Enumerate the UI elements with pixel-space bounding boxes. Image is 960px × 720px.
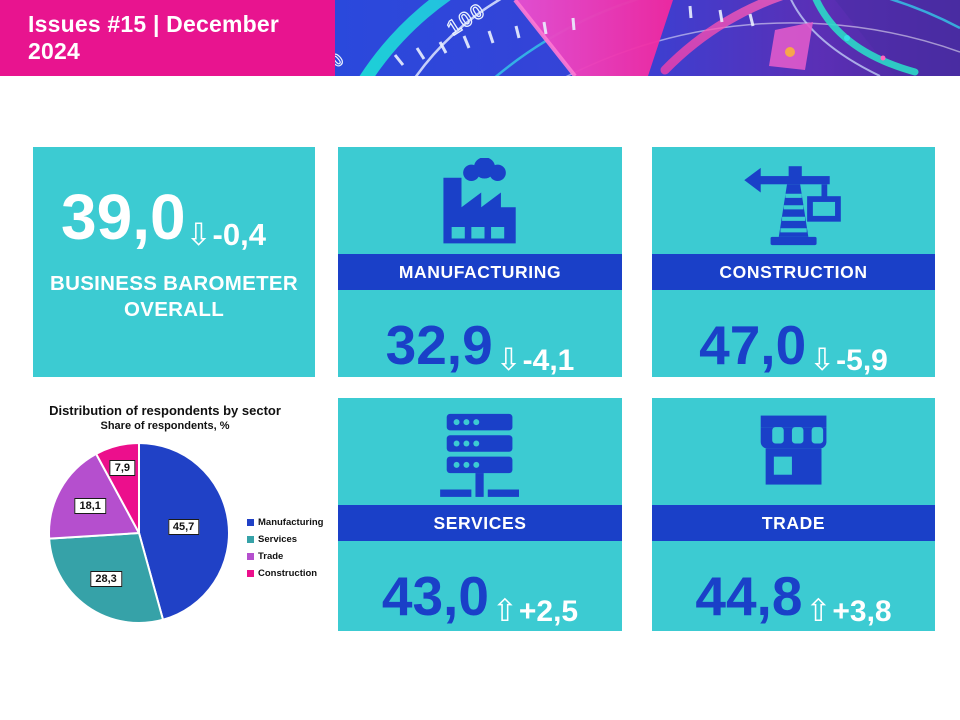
- services-icon-zone: [338, 398, 622, 505]
- server-icon: [440, 413, 520, 497]
- up-arrow-icon: ⇧: [491, 593, 518, 630]
- pink-ribbon-shape: [769, 22, 813, 70]
- pie-slice-trade: [48, 452, 140, 540]
- gauge-lower-cyan-arc: [494, 0, 960, 76]
- legend-swatch: [247, 570, 254, 577]
- gauge-pink-arc: [660, 0, 784, 75]
- issue-title: Issues #15 | December 2024: [28, 11, 280, 64]
- overall-label-line1: BUSINESS BAROMETER: [49, 272, 298, 295]
- trade-title: TRADE: [761, 512, 826, 533]
- construction-icon-zone: [652, 147, 935, 254]
- trade-change-group: ⇧ +3,8: [805, 593, 892, 630]
- construction-band: CONSTRUCTION: [652, 254, 935, 290]
- services-band: SERVICES: [338, 505, 622, 541]
- pie-chart-area: 45,7 28,3 18,1 7,9: [44, 438, 234, 628]
- up-arrow-icon: ⇧: [805, 593, 832, 630]
- legend-item-trade: Trade: [247, 551, 323, 562]
- trade-value-row: 44,8 ⇧ +3,8: [652, 541, 935, 631]
- pie-value-label-trade: 18,1: [74, 497, 106, 514]
- orange-dot: [785, 47, 795, 57]
- pink-dot: [880, 55, 886, 61]
- overall-label: BUSINESS BAROMETER OVERALL: [33, 271, 315, 322]
- services-value: 43,0: [381, 564, 489, 627]
- gauge-banner-art: 100 0: [335, 0, 960, 76]
- legend-swatch: [247, 553, 254, 560]
- gauge-needle-wedge: [515, 0, 673, 76]
- down-arrow-icon: ⇩: [495, 342, 522, 379]
- pie-value-label-manufacturing: 45,7: [167, 518, 200, 535]
- construction-change: -5,9: [836, 344, 888, 377]
- banner-title-block: Issues #15 | December 2024: [0, 0, 335, 76]
- trade-value: 44,8: [695, 564, 803, 627]
- crane-icon: [744, 165, 841, 245]
- down-arrow-icon: ⇩: [185, 217, 212, 254]
- store-icon: [760, 415, 827, 485]
- manufacturing-icon-zone: [338, 147, 622, 254]
- manufacturing-band: MANUFACTURING: [338, 254, 622, 290]
- construction-value-row: 47,0 ⇩ -5,9: [652, 290, 935, 380]
- legend-label: Services: [258, 534, 298, 545]
- manufacturing-change: -4,1: [522, 344, 575, 377]
- banner-art-corner-shade: [835, 0, 960, 76]
- legend-swatch: [247, 536, 254, 543]
- services-change-group: ⇧ +2,5: [491, 593, 579, 630]
- services-value-row: 43,0 ⇧ +2,5: [338, 541, 622, 631]
- pie-chart-block: Distribution of respondents by sector Sh…: [20, 398, 335, 632]
- trade-change: +3,8: [832, 595, 892, 628]
- trade-icon-zone: [652, 398, 935, 505]
- overall-change-group: ⇩ -0,4: [185, 217, 266, 254]
- construction-value: 47,0: [699, 313, 807, 376]
- pie-chart-title: Distribution of respondents by sector: [49, 403, 281, 418]
- pie-chart-subtitle: Share of respondents, %: [100, 420, 230, 432]
- manufacturing-change-group: ⇩ -4,1: [495, 342, 575, 379]
- manufacturing-value: 32,9: [385, 313, 493, 376]
- right-teal-arc: [812, 0, 919, 76]
- services-title: SERVICES: [433, 512, 527, 533]
- services-change: +2,5: [518, 595, 579, 628]
- construction-change-group: ⇩ -5,9: [809, 342, 888, 379]
- pie-chart: [48, 442, 230, 624]
- right-white-arc: [790, 0, 881, 76]
- overall-card: 39,0 ⇩ -0,4 BUSINESS BAROMETER OVERALL: [33, 147, 315, 377]
- pie-value-label-services: 28,3: [90, 571, 122, 588]
- pie-legend: Manufacturing Services Trade Construction: [247, 517, 323, 579]
- manufacturing-title: MANUFACTURING: [398, 261, 562, 282]
- gauge-cyan-arc: [359, 0, 451, 76]
- overall-value: 39,0: [61, 181, 186, 253]
- overall-value-row: 39,0 ⇩ -0,4: [33, 147, 315, 253]
- manufacturing-card: MANUFACTURING 32,9 ⇩ -4,1: [338, 147, 622, 377]
- legend-item-services: Services: [247, 534, 323, 545]
- gauge-inner-arc: [414, 0, 502, 76]
- construction-title: CONSTRUCTION: [719, 261, 868, 282]
- overall-change: -0,4: [212, 217, 266, 253]
- legend-label: Manufacturing: [258, 517, 324, 528]
- overall-label-line2: OVERALL: [123, 297, 225, 321]
- legend-swatch: [247, 519, 254, 526]
- services-card: SERVICES 43,0 ⇧ +2,5: [338, 398, 622, 631]
- gauge-ticks: [393, 5, 755, 66]
- legend-label: Trade: [258, 551, 284, 562]
- banner: Issues #15 | December 2024: [0, 0, 960, 76]
- cyan-dot: [844, 35, 850, 41]
- legend-item-manufacturing: Manufacturing: [247, 517, 323, 528]
- down-arrow-icon: ⇩: [809, 342, 836, 379]
- legend-label: Construction: [258, 568, 318, 579]
- trade-band: TRADE: [652, 505, 935, 541]
- pie-value-label-construction: 7,9: [109, 459, 136, 476]
- construction-card: CONSTRUCTION 47,0 ⇩ -5,9: [652, 147, 935, 377]
- manufacturing-value-row: 32,9 ⇩ -4,1: [338, 290, 622, 380]
- factory-icon: [443, 157, 517, 243]
- gauge-needle-edge: [513, 0, 577, 76]
- legend-item-construction: Construction: [247, 568, 323, 579]
- trade-card: TRADE 44,8 ⇧ +3,8: [652, 398, 935, 631]
